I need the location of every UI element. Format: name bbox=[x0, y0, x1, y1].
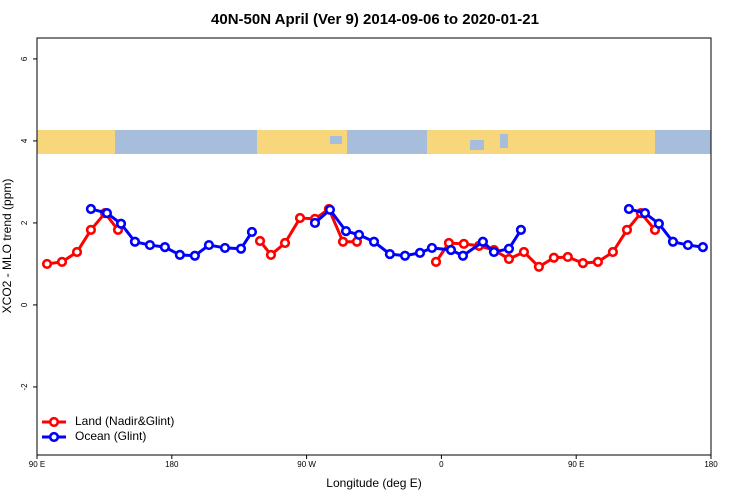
point bbox=[607, 246, 618, 258]
x-tick-label: 90 E bbox=[29, 460, 45, 469]
x-tick-label: 90 W bbox=[297, 460, 316, 469]
point bbox=[159, 242, 171, 253]
y-axis-label: XCO2 - MLO trend (ppm) bbox=[0, 179, 14, 314]
point bbox=[265, 249, 277, 261]
point bbox=[56, 256, 68, 267]
point bbox=[515, 224, 527, 235]
y-tick-label: 0 bbox=[20, 302, 29, 307]
point bbox=[639, 207, 651, 219]
point bbox=[189, 250, 200, 261]
point bbox=[309, 217, 321, 229]
point bbox=[623, 203, 635, 215]
point bbox=[458, 238, 469, 249]
point bbox=[219, 242, 231, 254]
point bbox=[246, 226, 258, 238]
point bbox=[368, 236, 380, 247]
point bbox=[697, 242, 709, 253]
point bbox=[294, 212, 306, 224]
x-tick-label: 90 E bbox=[568, 460, 584, 469]
x-tick-label: 0 bbox=[439, 460, 444, 469]
point bbox=[71, 246, 83, 258]
x-tick-label: 180 bbox=[165, 460, 179, 469]
point bbox=[399, 250, 411, 261]
point bbox=[85, 203, 97, 215]
x-tick-label: 180 bbox=[704, 460, 718, 469]
plot-frame bbox=[36, 37, 712, 456]
y-tick-label: 6 bbox=[20, 56, 29, 61]
point bbox=[488, 246, 500, 258]
point bbox=[129, 236, 141, 247]
point bbox=[254, 235, 266, 247]
point bbox=[592, 256, 604, 267]
point bbox=[667, 236, 679, 247]
legend-label: Ocean (Glint) bbox=[75, 429, 146, 443]
point bbox=[340, 226, 352, 237]
point bbox=[533, 261, 545, 272]
point bbox=[337, 236, 349, 247]
point bbox=[384, 248, 395, 260]
point bbox=[682, 239, 694, 251]
point bbox=[426, 242, 438, 254]
point bbox=[621, 224, 633, 235]
point bbox=[174, 249, 185, 261]
point bbox=[85, 224, 97, 235]
point bbox=[41, 258, 53, 270]
point bbox=[430, 256, 442, 267]
point bbox=[503, 243, 515, 254]
point bbox=[414, 247, 426, 258]
sea-patch bbox=[330, 136, 342, 144]
point bbox=[562, 251, 573, 263]
sea-patch bbox=[470, 140, 484, 150]
chart-title: 40N-50N April (Ver 9) 2014-09-06 to 2020… bbox=[211, 11, 539, 28]
point bbox=[503, 253, 515, 265]
point bbox=[203, 239, 215, 251]
point bbox=[101, 207, 113, 219]
point bbox=[115, 218, 127, 229]
point bbox=[653, 218, 664, 229]
legend-marker bbox=[48, 431, 60, 443]
x-axis-label: Longitude (deg E) bbox=[326, 476, 421, 490]
point bbox=[477, 236, 488, 247]
point bbox=[445, 244, 457, 256]
point bbox=[548, 252, 559, 263]
land-band bbox=[37, 130, 115, 154]
point bbox=[324, 204, 336, 215]
point bbox=[279, 237, 291, 249]
y-tick-label: 2 bbox=[20, 220, 29, 225]
point bbox=[144, 239, 156, 251]
legend-label: Land (Nadir&Glint) bbox=[75, 414, 174, 428]
point bbox=[457, 250, 469, 261]
point bbox=[235, 243, 247, 254]
sea-patch bbox=[500, 134, 508, 148]
point bbox=[353, 229, 365, 240]
y-tick-label: -2 bbox=[20, 383, 29, 391]
point bbox=[518, 246, 530, 258]
land-band bbox=[427, 130, 655, 154]
point bbox=[577, 258, 589, 269]
legend-marker bbox=[48, 416, 60, 428]
map-strip bbox=[37, 130, 711, 154]
y-tick-label: 4 bbox=[20, 138, 29, 143]
